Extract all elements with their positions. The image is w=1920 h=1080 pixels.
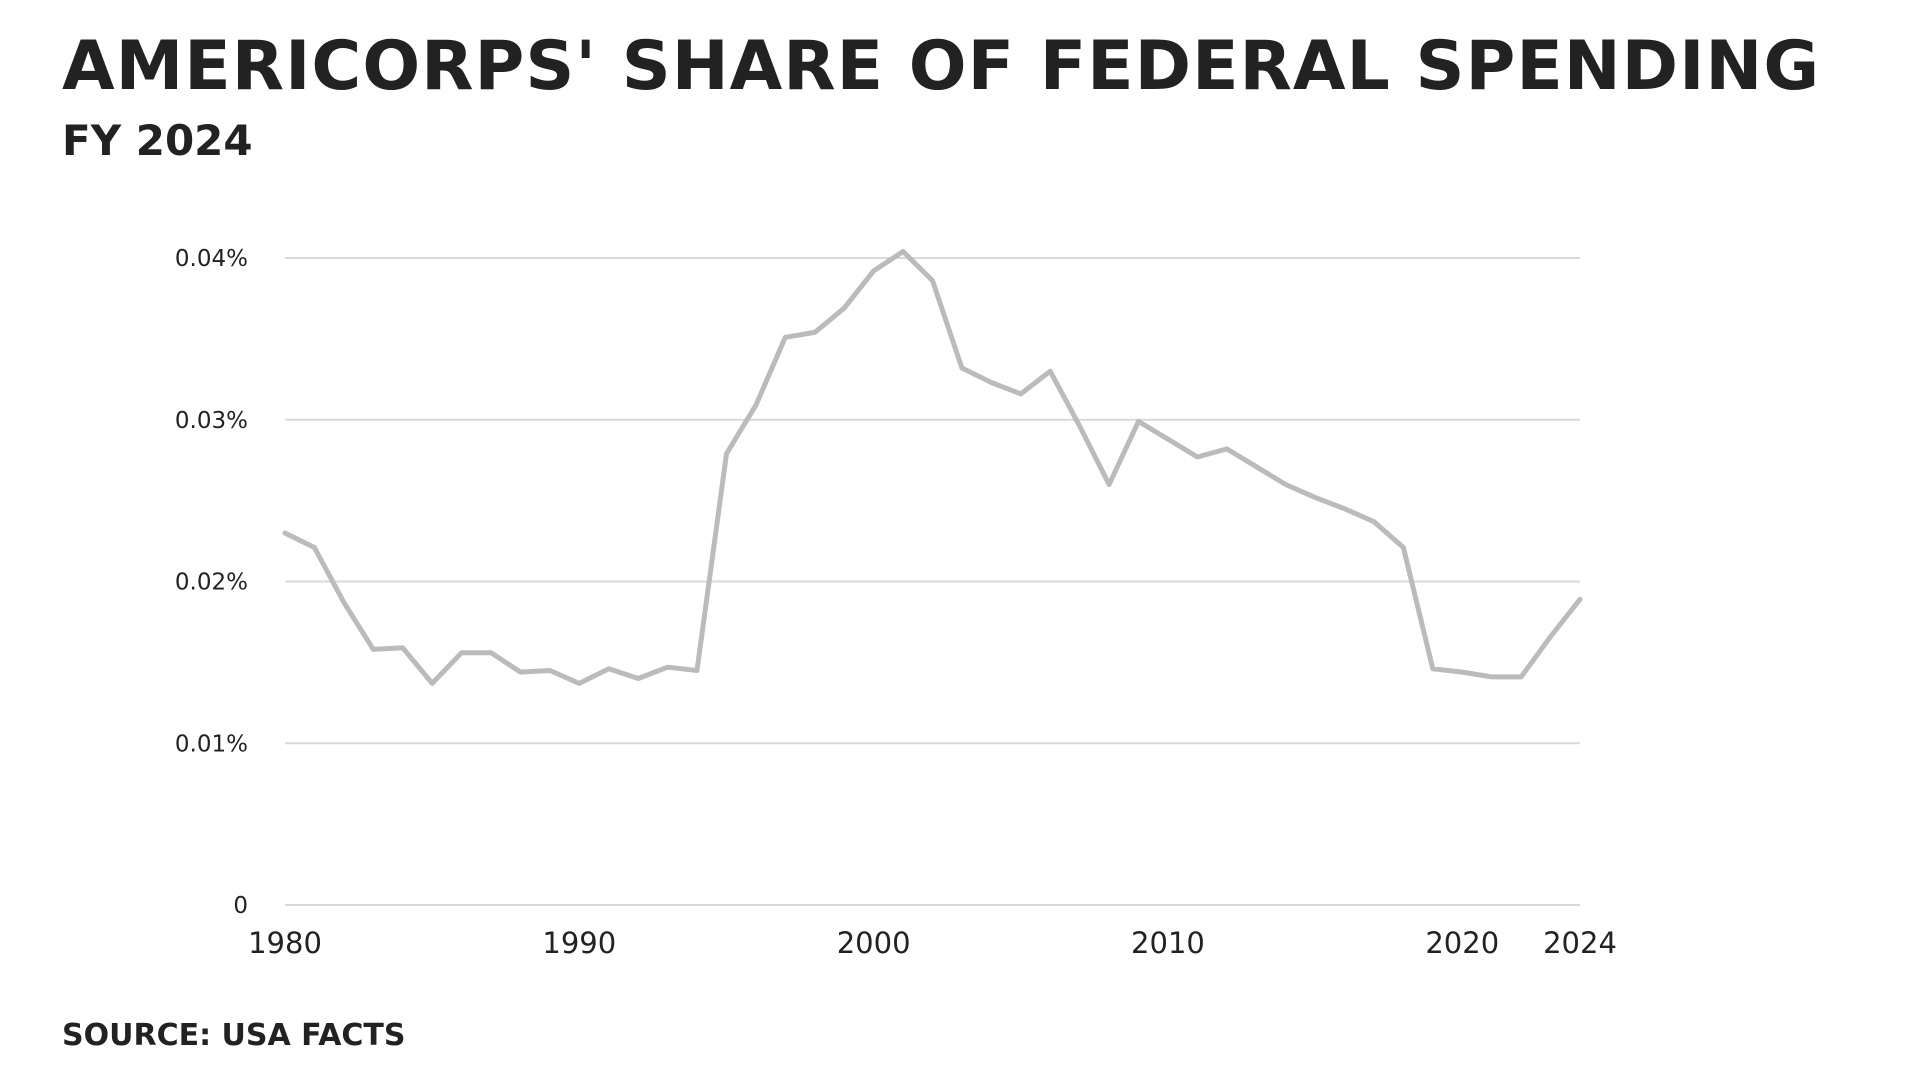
- data-point-1982: [341, 600, 347, 606]
- x-axis-tick-labels: 1980 1990 2000 2010 2020 2024: [248, 926, 1617, 960]
- data-point-1988: [518, 669, 524, 675]
- data-point-1997: [782, 334, 788, 340]
- data-point-1998: [812, 329, 818, 335]
- data-point-1990: [576, 680, 582, 686]
- data-point-2001: [900, 249, 906, 255]
- data-point-2023: [1548, 634, 1554, 640]
- y-tick-label: 0.03%: [175, 408, 248, 434]
- data-point-1986: [459, 650, 465, 656]
- data-point-2014: [1283, 482, 1289, 488]
- data-point-1995: [724, 451, 730, 457]
- x-tick-label: 2010: [1131, 926, 1205, 960]
- data-point-1984: [400, 645, 406, 651]
- data-point-2008: [1106, 482, 1112, 488]
- data-point-2021: [1489, 674, 1495, 680]
- x-tick-label: 2020: [1425, 926, 1499, 960]
- data-point-1999: [841, 305, 847, 311]
- data-point-2019: [1430, 666, 1436, 672]
- data-point-2020: [1459, 669, 1465, 675]
- gridlines: [285, 257, 1580, 906]
- data-point-2006: [1047, 368, 1053, 374]
- data-point-2005: [1018, 391, 1024, 397]
- data-point-1980: [282, 530, 288, 536]
- data-point-1996: [753, 402, 759, 408]
- chart-title: AmeriCorps' share of federal spending: [62, 27, 1821, 106]
- data-point-2017: [1371, 519, 1377, 525]
- data-point-1994: [694, 668, 700, 674]
- y-tick-label: 0.01%: [175, 731, 248, 757]
- series-lines: [282, 249, 1583, 686]
- data-point-2010: [1165, 436, 1171, 442]
- data-point-2003: [959, 365, 965, 371]
- data-point-1983: [370, 646, 376, 652]
- source-note: Source: USA Facts: [62, 1018, 406, 1053]
- data-point-1981: [311, 545, 317, 551]
- data-point-2000: [871, 268, 877, 274]
- data-point-1991: [606, 666, 612, 672]
- data-point-2007: [1077, 423, 1083, 429]
- data-point-2004: [988, 380, 994, 386]
- data-point-2002: [930, 278, 936, 284]
- x-tick-label: 2024: [1543, 926, 1617, 960]
- y-tick-label: 0: [233, 893, 248, 919]
- data-point-2024: [1577, 596, 1583, 602]
- x-tick-label: 2000: [837, 926, 911, 960]
- y-tick-label: 0.04%: [175, 246, 248, 272]
- y-axis-tick-labels: 0 0.01% 0.02% 0.03% 0.04%: [175, 246, 248, 919]
- data-point-1985: [429, 680, 435, 686]
- data-point-1989: [547, 668, 553, 674]
- series-line-0: [282, 249, 1583, 686]
- data-point-2018: [1400, 545, 1406, 551]
- y-tick-label: 0.02%: [175, 570, 248, 596]
- data-point-2015: [1312, 494, 1318, 500]
- chart-subtitle: FY 2024: [62, 116, 253, 165]
- x-tick-label: 1990: [542, 926, 616, 960]
- x-tick-label: 1980: [248, 926, 322, 960]
- data-point-2009: [1136, 418, 1142, 424]
- data-point-2012: [1224, 446, 1230, 452]
- data-point-1992: [635, 676, 641, 682]
- data-point-2022: [1518, 674, 1524, 680]
- data-point-1993: [665, 664, 671, 670]
- data-point-2011: [1194, 454, 1200, 460]
- data-point-2013: [1253, 464, 1259, 470]
- data-point-2016: [1342, 506, 1348, 512]
- data-point-1987: [488, 650, 494, 656]
